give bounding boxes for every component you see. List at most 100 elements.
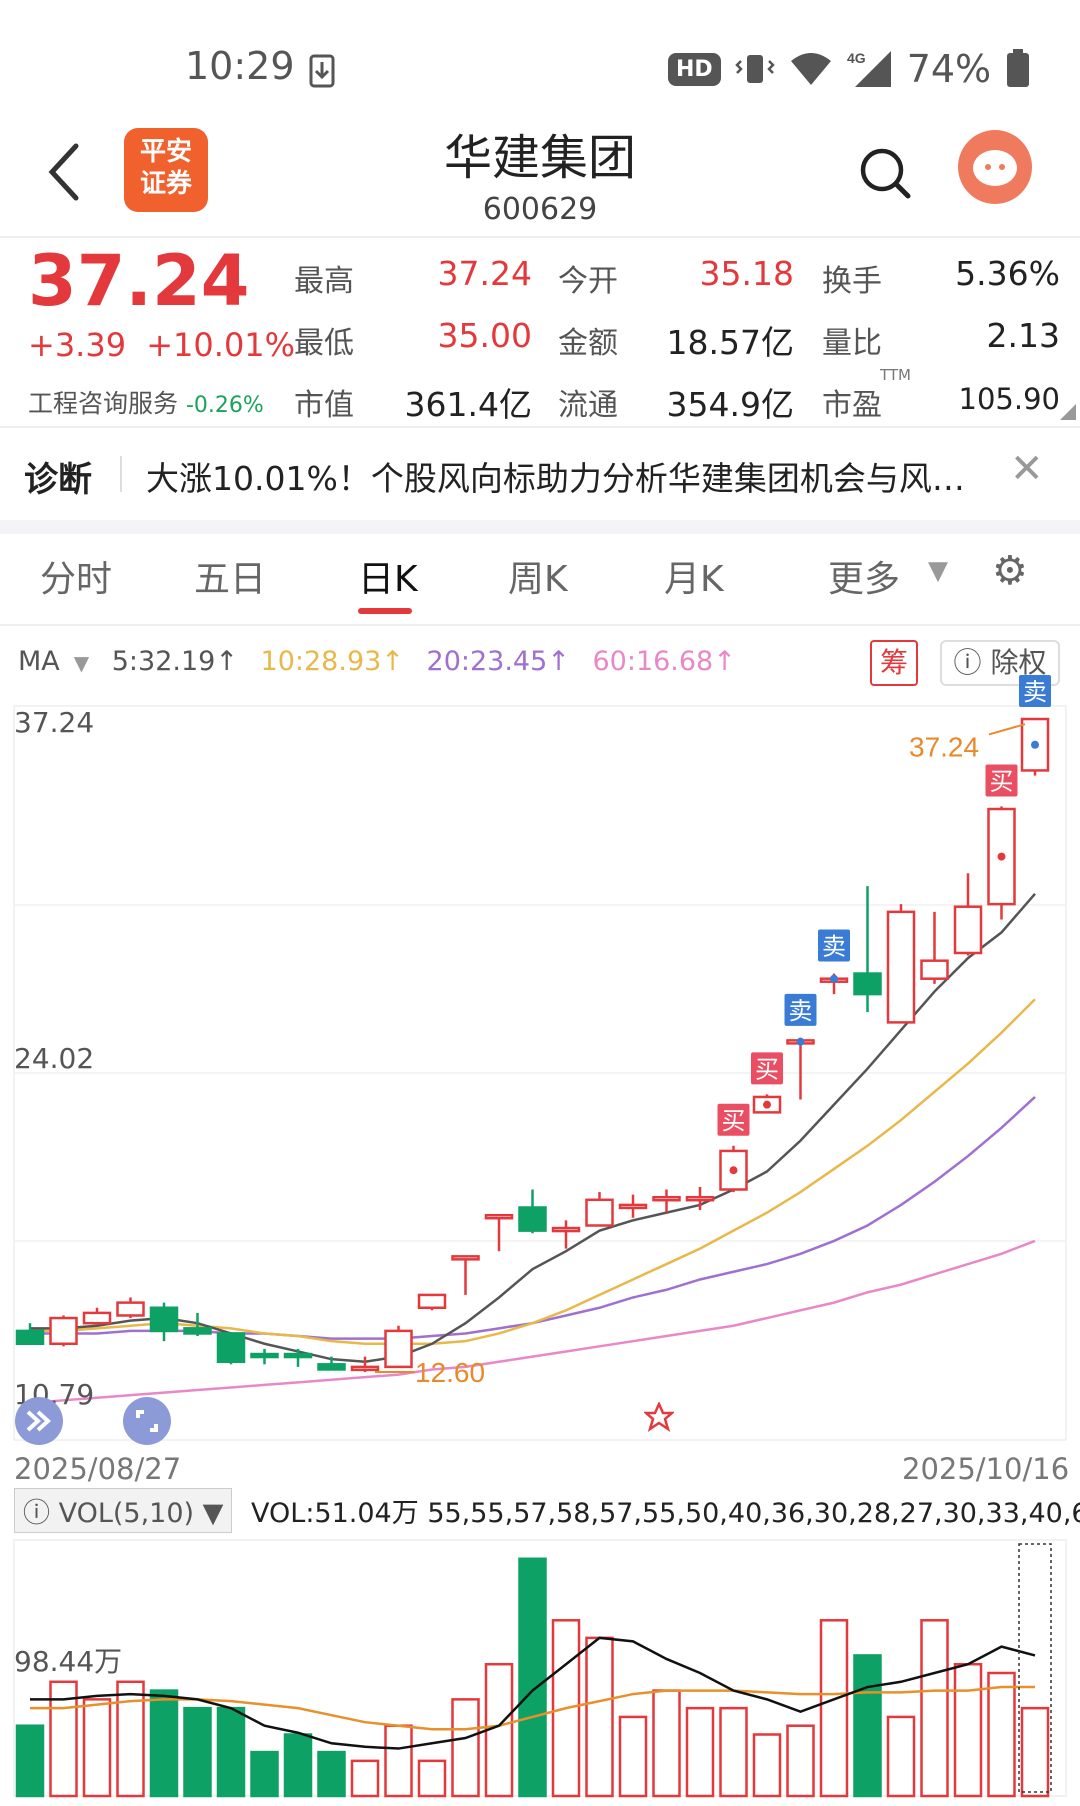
field-label-market-cap: 市值 [294, 388, 354, 423]
tab-intraday[interactable]: 分时 [40, 559, 113, 600]
min-price-marker: 12.60 [415, 1357, 485, 1388]
current-price: 37.24 [28, 240, 250, 322]
fullscreen-icon[interactable] [122, 1396, 172, 1446]
vibrate-icon [734, 55, 775, 83]
volume-bar [183, 1706, 212, 1798]
tab-more[interactable]: 更多 [828, 559, 901, 600]
candle-body [350, 1365, 380, 1372]
close-icon[interactable]: ✕ [1010, 446, 1044, 492]
ma5-value: 5:32.19↑ [111, 646, 238, 677]
volume-bar [15, 1724, 45, 1798]
candle-body [551, 1226, 581, 1233]
volume-bar [819, 1619, 849, 1798]
volume-indicator-selector[interactable]: ⓘ VOL(5,10) ▼ [14, 1488, 233, 1533]
field-label-turnover: 换手 [822, 264, 882, 299]
volume-bar [82, 1698, 112, 1798]
fast-forward-icon[interactable] [14, 1396, 64, 1446]
field-value-market-cap: 361.4亿 [404, 385, 532, 424]
signal-text-buy: 买 [990, 767, 1014, 795]
chip-distribution-button[interactable]: 筹 [870, 640, 918, 686]
sector-info[interactable]: 工程咨询服务 -0.26% [28, 384, 264, 420]
volume-bar [953, 1662, 983, 1798]
assistant-avatar-icon[interactable] [958, 130, 1032, 204]
broker-logo[interactable]: 平安 证券 [124, 128, 208, 212]
back-icon[interactable] [46, 142, 86, 202]
candle-body [283, 1352, 313, 1359]
signal-dot [830, 974, 838, 983]
volume-bar [283, 1733, 313, 1798]
info-icon: ⓘ [953, 646, 982, 679]
candle-body [953, 905, 983, 955]
candle-body [183, 1327, 212, 1335]
candle-body [652, 1195, 681, 1202]
signal-dot [1031, 740, 1039, 749]
sector-change: -0.26% [185, 393, 264, 418]
field-value-amount: 18.57亿 [666, 323, 794, 362]
tab-daily-k[interactable]: 日K [358, 559, 418, 600]
volume-bar [719, 1706, 748, 1798]
signal-text-sell: 卖 [1023, 678, 1047, 706]
ma-label[interactable]: MA [18, 646, 60, 677]
tab-five-day[interactable]: 五日 [194, 559, 267, 600]
volume-bar [987, 1671, 1016, 1798]
volume-bar [518, 1557, 547, 1798]
candle-body [149, 1306, 179, 1333]
ex-rights-button[interactable]: ⓘ 除权 [940, 640, 1060, 686]
field-label-volume-ratio: 量比 [822, 326, 882, 361]
logo-text-line-1: 平安 [139, 137, 192, 167]
volume-bar [250, 1750, 279, 1798]
y-axis-label-mid: 24.02 [14, 1042, 95, 1075]
quote-divider [0, 426, 1080, 428]
ma5-line [30, 893, 1036, 1364]
signal-text-sell: 卖 [789, 997, 813, 1025]
candle-body [920, 959, 949, 980]
field-label-open: 今开 [558, 264, 618, 299]
signal-text-buy: 买 [722, 1107, 746, 1135]
field-label-high: 最高 [294, 264, 354, 299]
field-value-open: 35.18 [699, 254, 794, 293]
signal-badge-sell [818, 929, 850, 962]
chevron-down-icon[interactable]: ▼ [928, 556, 948, 586]
sector-name: 工程咨询服务 [28, 389, 179, 418]
ma-legend: MA ▼ 5:32.19↑ 10:28.93↑ 20:23.45↑ 60:16.6… [18, 646, 750, 677]
candle-body [585, 1198, 614, 1227]
field-value-turnover: 5.36% [955, 254, 1060, 293]
ma-dropdown-icon[interactable]: ▼ [73, 651, 90, 675]
candle-body [317, 1363, 346, 1371]
candle-body [685, 1195, 715, 1202]
tab-monthly-k[interactable]: 月K [664, 559, 724, 600]
download-icon [309, 54, 335, 88]
search-icon[interactable] [858, 146, 912, 200]
vol-indicator-name: VOL(5,10) [58, 1498, 195, 1529]
wifi-icon [790, 53, 831, 85]
signal-dot [729, 1166, 738, 1175]
field-value-volume-ratio: 2.13 [986, 316, 1060, 355]
volume-bar [317, 1750, 346, 1798]
star-event-icon[interactable] [644, 1402, 674, 1432]
ex-rights-label: 除权 [990, 646, 1047, 679]
expand-corner-icon[interactable] [1060, 404, 1076, 420]
signal-dot [796, 1037, 805, 1046]
date-start-label: 2025/08/27 [14, 1452, 182, 1486]
status-time: 10:29 [185, 44, 295, 88]
field-label-low: 最低 [294, 326, 354, 361]
section-gap [0, 520, 1080, 534]
price-change: +3.39 +10.01% [28, 326, 295, 364]
volume-bar [149, 1689, 179, 1798]
field-label-amount: 金额 [558, 326, 618, 361]
candle-body [116, 1301, 145, 1317]
date-end-label: 2025/10/16 [902, 1452, 1070, 1486]
diagnosis-text[interactable]: 大涨10.01%！个股风向标助力分析华建集团机会与风… [146, 459, 965, 498]
signal-dot [763, 1100, 771, 1109]
candle-body [451, 1255, 480, 1261]
diagnosis-separator [120, 456, 122, 492]
field-label-float-cap: 流通 [558, 388, 618, 423]
change-percent: +10.01% [146, 326, 296, 364]
field-value-pe: 105.90 [958, 382, 1060, 416]
tab-weekly-k[interactable]: 周K [508, 559, 568, 600]
pe-ttm-sup: TTM [880, 366, 912, 384]
candle-body [518, 1206, 547, 1232]
gear-icon[interactable]: ⚙ [992, 548, 1028, 594]
signal-text-buy: 买 [755, 1055, 779, 1083]
